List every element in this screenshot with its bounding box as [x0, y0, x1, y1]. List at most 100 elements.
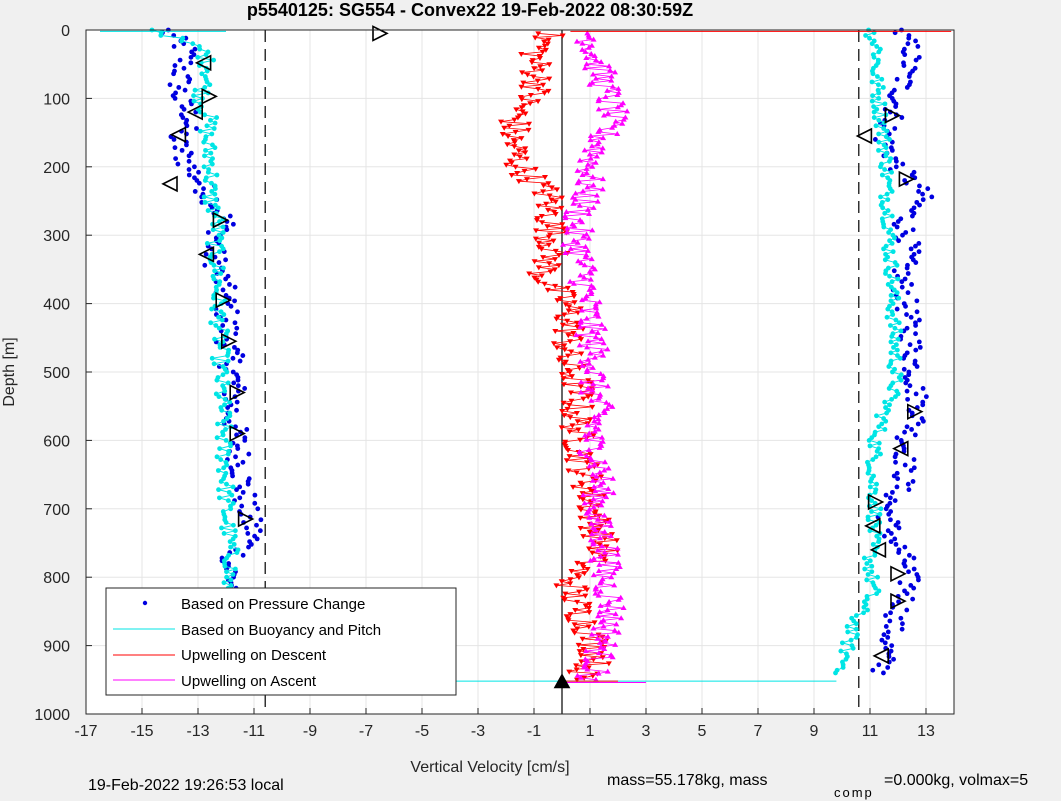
descent-point	[580, 396, 587, 402]
buoyancy-left-point	[213, 197, 219, 203]
buoyancy-right-point	[867, 35, 872, 41]
pressure-right-point	[883, 613, 888, 618]
direction-marker	[890, 565, 907, 583]
pressure-right-point	[917, 344, 923, 350]
ascent-point	[596, 444, 603, 450]
y-tick-label: 400	[43, 297, 70, 314]
buoyancy-right-point	[893, 394, 898, 400]
pressure-right-point	[885, 665, 891, 670]
descent-point	[545, 181, 552, 187]
buoyancy-right-point	[869, 98, 875, 104]
descent-point	[530, 74, 537, 80]
buoyancy-left-point	[225, 498, 231, 503]
ascent-point	[604, 405, 611, 411]
ascent-point	[581, 274, 588, 280]
direction-marker	[867, 493, 885, 511]
ascent-point	[584, 206, 591, 212]
buoyancy-right-point	[871, 115, 877, 120]
ascent-point	[594, 141, 601, 147]
ascent-point	[575, 258, 582, 264]
buoyancy-right-point	[878, 451, 883, 457]
ascent-point	[592, 590, 599, 596]
x-tick-label: -17	[74, 723, 97, 740]
pressure-right-point	[905, 481, 911, 487]
pressure-right-point	[913, 38, 918, 44]
buoyancy-left-point	[216, 325, 222, 331]
pressure-left-point	[188, 60, 194, 66]
ascent-point	[590, 36, 597, 42]
direction-marker	[884, 107, 902, 124]
ascent-point	[579, 219, 586, 225]
descent-point	[522, 111, 529, 117]
ascent-point	[589, 174, 596, 180]
buoyancy-left-point	[218, 479, 224, 484]
ascent-point	[604, 633, 611, 639]
ascent-point	[605, 485, 612, 491]
ascent-point	[616, 563, 623, 569]
descent-point	[566, 304, 573, 310]
buoyancy-left-point	[220, 372, 226, 378]
direction-marker	[872, 647, 889, 665]
buoyancy-left-point	[202, 178, 208, 183]
ascent-point	[610, 570, 617, 576]
ascent-point	[584, 184, 591, 190]
pressure-right-point	[899, 115, 905, 120]
buoyancy-left-point	[223, 438, 229, 443]
descent-point	[531, 259, 538, 265]
pressure-right-point	[906, 35, 912, 41]
ascent-point	[592, 334, 599, 340]
descent-point	[587, 452, 594, 458]
pressure-right-point	[904, 591, 910, 597]
y-tick-label: 700	[43, 502, 70, 519]
descent-point	[579, 636, 586, 642]
descent-point	[537, 64, 544, 70]
descent-point	[567, 612, 574, 618]
ascent-point	[590, 496, 597, 502]
descent-point	[538, 214, 545, 220]
ascent-point	[597, 619, 604, 625]
ascent-point	[578, 317, 585, 323]
buoyancy-right-point	[886, 364, 892, 369]
pressure-right-point	[916, 54, 922, 60]
buoyancy-left-point	[179, 38, 184, 44]
descent-point	[577, 525, 584, 531]
ascent-point	[570, 237, 577, 243]
pressure-left-point	[186, 158, 192, 164]
pressure-left-point	[235, 377, 241, 383]
buoyancy-right-point	[869, 509, 874, 514]
legend-label-descent: Upwelling on Descent	[181, 647, 327, 664]
ascent-point	[563, 208, 570, 214]
pressure-right-point	[893, 104, 899, 110]
pressure-right-point	[894, 76, 900, 82]
descent-point	[573, 411, 580, 417]
buoyancy-right-point	[865, 517, 871, 523]
descent-point	[545, 88, 552, 94]
pressure-right-point	[891, 268, 897, 274]
pressure-left-point	[235, 309, 240, 315]
descent-point	[568, 569, 575, 575]
descent-point	[567, 390, 574, 396]
buoyancy-left-point	[215, 468, 221, 473]
ascent-point	[569, 194, 576, 200]
buoyancy-right-point	[873, 522, 879, 528]
descent-point	[521, 168, 528, 174]
pressure-left-point	[196, 169, 201, 175]
buoyancy-left-point	[197, 128, 203, 134]
ascent-point	[615, 85, 622, 91]
ascent-point	[598, 502, 605, 508]
descent-point	[567, 415, 574, 421]
ascent-point	[593, 305, 600, 311]
x-tick-label: 3	[642, 723, 651, 740]
ascent-point	[582, 243, 589, 249]
descent-point	[577, 653, 584, 659]
legend: Based on Pressure Change Based on Buoyan…	[105, 587, 457, 696]
ascent-point	[608, 73, 615, 79]
descent-point	[535, 86, 542, 92]
buoyancy-right-point	[887, 402, 892, 408]
pressure-left-point	[235, 446, 241, 452]
descent-point	[578, 351, 585, 357]
y-tick-label: 1000	[34, 707, 70, 724]
ascent-point	[607, 67, 614, 73]
ascent-point	[590, 572, 597, 578]
descent-point	[560, 226, 567, 232]
